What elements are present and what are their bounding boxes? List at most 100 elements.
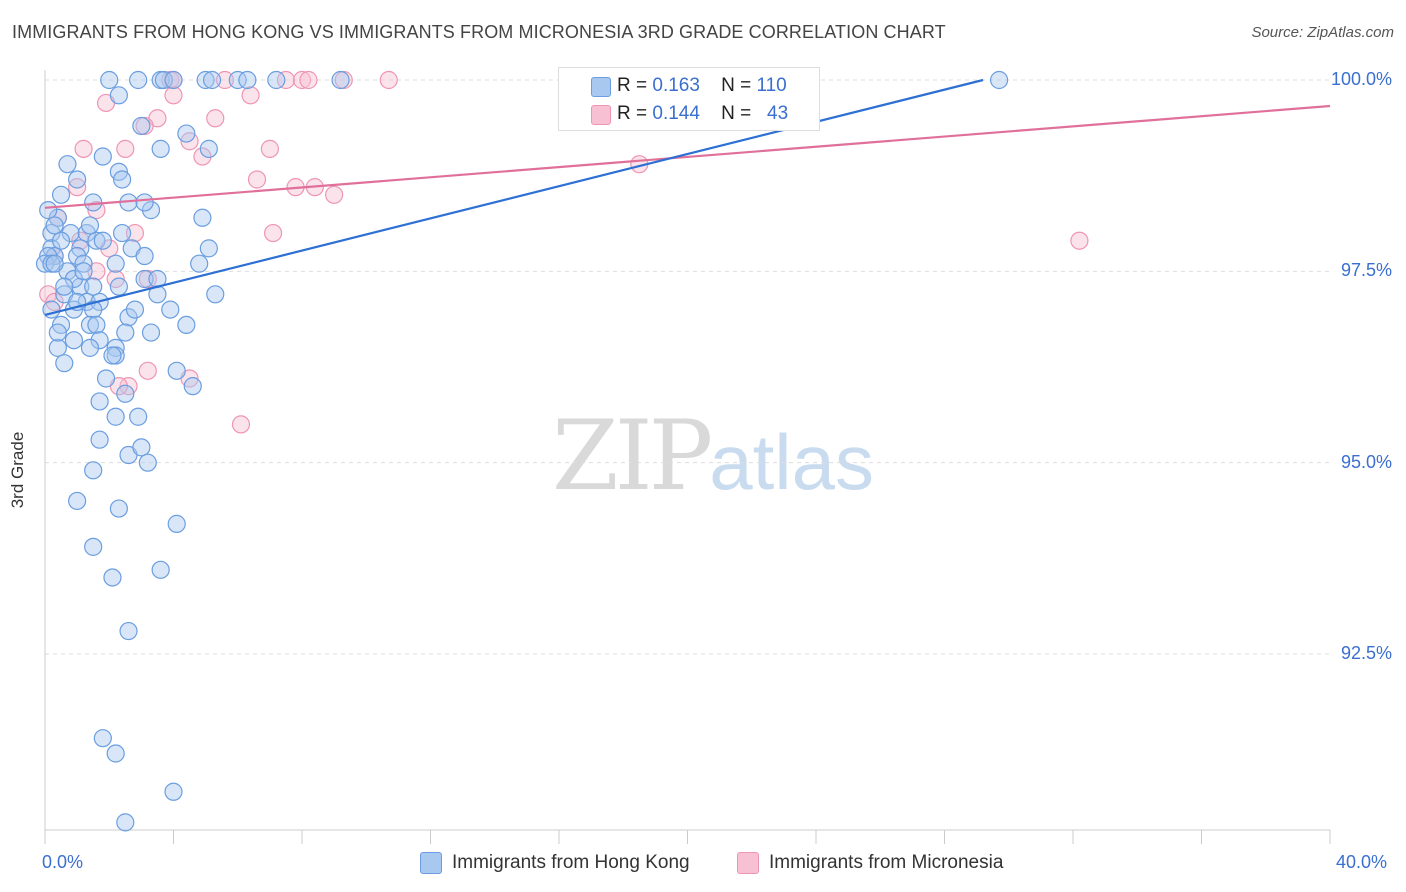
y-tick-label: 92.5% bbox=[1340, 643, 1392, 663]
hong-kong-point bbox=[93, 147, 112, 166]
y-tick-label: 95.0% bbox=[1340, 451, 1392, 472]
n-label: N = bbox=[721, 75, 752, 96]
hong-kong-point bbox=[193, 208, 212, 227]
micronesia-point bbox=[206, 109, 225, 128]
hong-kong-point bbox=[90, 430, 109, 449]
hong-kong-point bbox=[164, 782, 183, 801]
hong-kong-point bbox=[116, 384, 135, 403]
hong-kong-point bbox=[135, 246, 154, 266]
hong-kong-point bbox=[990, 70, 1009, 90]
hong-kong-point bbox=[68, 491, 87, 511]
micronesia-point bbox=[164, 86, 183, 105]
hong-kong-point bbox=[103, 568, 122, 587]
hong-kong-point bbox=[48, 323, 67, 342]
hong-kong-point bbox=[103, 346, 122, 365]
micronesia-point bbox=[74, 139, 93, 158]
hong-kong-point bbox=[167, 361, 186, 380]
hong-kong-point bbox=[141, 323, 161, 342]
trend-lines bbox=[44, 78, 1331, 317]
hong-kong-point bbox=[112, 170, 132, 189]
micronesia-point bbox=[276, 70, 296, 90]
hong-kong-point bbox=[196, 70, 215, 90]
hong-kong-point bbox=[80, 315, 100, 335]
hong-kong-point bbox=[74, 254, 93, 273]
micronesia-point bbox=[1070, 231, 1089, 250]
hong-kong-point bbox=[39, 201, 58, 220]
r-label: R = bbox=[617, 103, 648, 124]
hong-kong-point bbox=[51, 185, 71, 204]
legend-swatch-hong-kong bbox=[420, 852, 442, 874]
legend-item-micronesia[interactable]: Immigrants from Micronesia bbox=[737, 852, 1003, 874]
hong-kong-point bbox=[138, 453, 157, 472]
hong-kong-point bbox=[132, 438, 151, 457]
hong-kong-point bbox=[106, 744, 125, 763]
hong-kong-point bbox=[64, 269, 84, 289]
hong-kong-point bbox=[116, 323, 135, 342]
n-value: 43 bbox=[767, 103, 789, 124]
micronesia-point bbox=[241, 86, 260, 105]
hong-kong-point bbox=[64, 331, 84, 350]
legend-item-hong-kong[interactable]: Immigrants from Hong Kong bbox=[420, 852, 690, 874]
hong-kong-point bbox=[90, 331, 109, 350]
y-tick-label: 100.0% bbox=[1330, 69, 1392, 89]
hong-kong-point bbox=[161, 300, 180, 319]
micronesia-point bbox=[325, 185, 344, 204]
watermark-atlas: atlas bbox=[709, 418, 874, 506]
hong-kong-point bbox=[129, 70, 148, 90]
hong-kong-point bbox=[100, 70, 119, 90]
watermark-zip: ZIP bbox=[552, 400, 713, 512]
hong-kong-point bbox=[164, 70, 183, 90]
hong-kong-point bbox=[87, 315, 106, 335]
hong-kong-point bbox=[132, 116, 151, 136]
hong-kong-point bbox=[58, 155, 77, 174]
micronesia-point bbox=[263, 223, 283, 243]
r-value: 0.163 bbox=[652, 75, 700, 96]
hong-kong-point bbox=[183, 377, 202, 396]
hong-kong-point bbox=[45, 216, 64, 235]
hong-kong-point bbox=[106, 407, 125, 426]
hong-kong-point bbox=[87, 231, 106, 250]
hong-kong-point bbox=[199, 139, 218, 158]
hong-kong-point bbox=[80, 338, 100, 357]
hong-kong-point bbox=[177, 124, 196, 143]
source-attribution: Source: ZipAtlas.com bbox=[1251, 24, 1394, 41]
hong-kong-point bbox=[135, 269, 154, 289]
hong-kong-point bbox=[116, 813, 135, 832]
hong-kong-point bbox=[190, 254, 209, 273]
hong-kong-point bbox=[74, 262, 93, 281]
y-axis-label: 3rd Grade bbox=[8, 431, 27, 509]
hong-kong-point bbox=[90, 392, 109, 411]
x-tick-label-min: 0.0% bbox=[42, 852, 84, 872]
hong-kong-point bbox=[167, 514, 186, 533]
legend-label-hong-kong: Immigrants from Hong Kong bbox=[452, 852, 690, 873]
hong-kong-point bbox=[199, 239, 218, 258]
hong-kong-point bbox=[93, 729, 112, 748]
hong-kong-point bbox=[96, 369, 116, 388]
r-value: 0.144 bbox=[652, 103, 700, 124]
hong-kong-point bbox=[84, 537, 103, 556]
hong-kong-point bbox=[55, 277, 74, 296]
micronesia-point bbox=[247, 170, 267, 189]
micronesia-trend-line bbox=[44, 104, 1331, 209]
chart-title: IMMIGRANTS FROM HONG KONG VS IMMIGRANTS … bbox=[12, 22, 946, 42]
hong-kong-point bbox=[177, 315, 196, 335]
r-label: R = bbox=[617, 75, 648, 96]
hong-kong-point bbox=[68, 170, 87, 189]
micronesia-point bbox=[299, 70, 318, 90]
hong-kong-point bbox=[202, 70, 222, 90]
legend-swatch-micronesia bbox=[591, 105, 611, 125]
hong-kong-point bbox=[238, 70, 257, 90]
hong-kong-point bbox=[48, 338, 67, 357]
hong-kong-point bbox=[61, 223, 80, 243]
hong-kong-point bbox=[106, 254, 125, 273]
y-tick-label: 97.5% bbox=[1340, 260, 1392, 281]
legend-row-hong-kong: R = 0.163 N = 110 bbox=[591, 74, 787, 98]
hong-kong-point bbox=[93, 231, 112, 250]
legend-row-micronesia: R = 0.144 N = 43 bbox=[591, 102, 789, 126]
hong-kong-point bbox=[84, 461, 103, 480]
axes bbox=[44, 70, 1331, 844]
x-tick-label-max: 40.0% bbox=[1336, 852, 1388, 872]
legend-swatch-micronesia bbox=[737, 852, 759, 874]
hong-kong-point bbox=[109, 499, 128, 518]
